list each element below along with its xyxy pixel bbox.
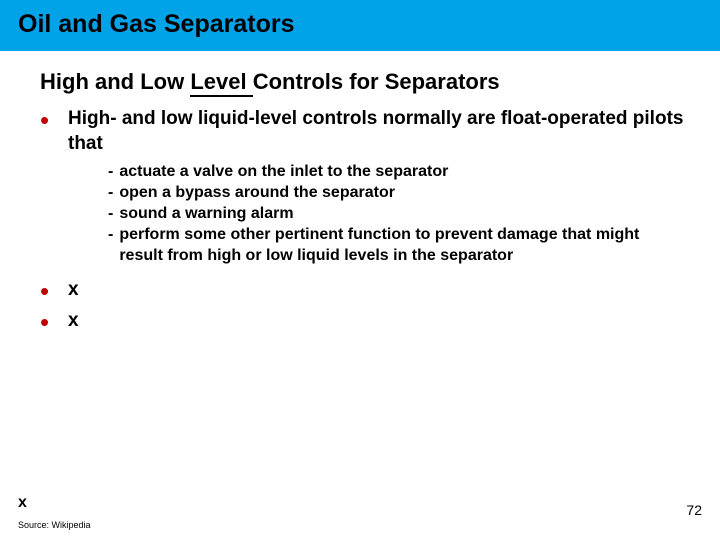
dash-icon: - xyxy=(108,204,113,225)
bullet-text: x xyxy=(68,309,79,334)
dash-icon: - xyxy=(108,183,113,204)
content-area: • High- and low liquid-level controls no… xyxy=(40,107,690,334)
title-bar: Oil and Gas Separators xyxy=(0,0,720,51)
sub-text: actuate a valve on the inlet to the sepa… xyxy=(119,162,448,183)
bullet-dot-icon: • xyxy=(40,313,54,331)
slide-subtitle: High and Low Level Controls for Separato… xyxy=(40,69,720,95)
sub-list: - actuate a valve on the inlet to the se… xyxy=(108,162,690,266)
lower-bullets: • x • x xyxy=(40,278,690,333)
sub-item: - open a bypass around the separator xyxy=(108,183,690,204)
sub-item: - actuate a valve on the inlet to the se… xyxy=(108,162,690,183)
slide: Oil and Gas Separators High and Low Leve… xyxy=(0,0,720,540)
subtitle-post: Controls for Separators xyxy=(253,69,500,94)
sub-item: - perform some other pertinent function … xyxy=(108,225,690,267)
bullet-item: • x xyxy=(40,278,690,303)
bullet-text: High- and low liquid-level controls norm… xyxy=(68,107,690,156)
bullet-item: • High- and low liquid-level controls no… xyxy=(40,107,690,156)
bullet-item: • x xyxy=(40,309,690,334)
source-text: Source: Wikipedia xyxy=(18,520,91,530)
bullet-dot-icon: • xyxy=(40,111,54,129)
sub-text: sound a warning alarm xyxy=(119,204,293,225)
subtitle-pre: High and Low xyxy=(40,69,190,94)
bullet-dot-icon: • xyxy=(40,282,54,300)
bullet-text: x xyxy=(68,278,79,303)
subtitle-underlined: Level xyxy=(190,69,252,97)
dash-icon: - xyxy=(108,162,113,183)
sub-text: perform some other pertinent function to… xyxy=(119,225,659,267)
slide-title: Oil and Gas Separators xyxy=(18,10,702,39)
sub-text: open a bypass around the separator xyxy=(119,183,395,204)
page-number: 72 xyxy=(686,502,702,518)
footer-x: x xyxy=(18,494,27,512)
sub-item: - sound a warning alarm xyxy=(108,204,690,225)
dash-icon: - xyxy=(108,225,113,246)
